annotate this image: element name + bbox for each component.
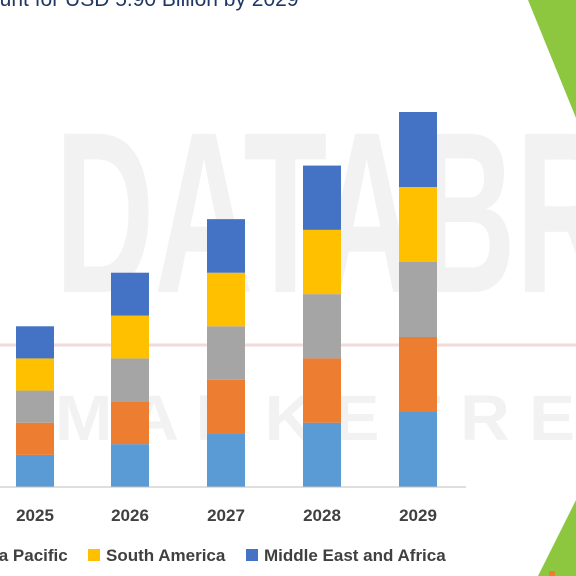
bar-segment-2029-s4	[399, 112, 437, 187]
legend-item-1: South America	[88, 546, 226, 565]
x-tick-labels: 2025 2026 2027 2028 2029	[16, 506, 437, 525]
chart-title: ount for USD 5.90 Billion by 2029	[0, 0, 299, 12]
bar-segment-2026-s0	[111, 444, 149, 487]
legend-label-0: ia Pacific	[0, 546, 68, 565]
bar-segment-2029-s0	[399, 412, 437, 487]
bar-segment-2025-s1	[16, 422, 54, 455]
bar-segment-2028-s2	[303, 294, 341, 359]
x-tick-2027: 2027	[207, 506, 245, 525]
green-accent-top	[528, 0, 576, 118]
legend-label-2: Middle East and Africa	[264, 546, 446, 565]
bar-segment-2026-s1	[111, 401, 149, 445]
bar-segment-2027-s2	[207, 326, 245, 380]
bar-segment-2027-s3	[207, 272, 245, 327]
legend-swatch-2	[246, 549, 258, 561]
bar-segment-2026-s4	[111, 272, 149, 316]
bar-segment-2027-s1	[207, 379, 245, 434]
bar-segment-2025-s4	[16, 326, 54, 359]
x-tick-2026: 2026	[111, 506, 149, 525]
bar-segment-2027-s0	[207, 433, 245, 487]
legend-label-1: South America	[106, 546, 226, 565]
watermark: DATABR M A R K E T R E	[0, 84, 576, 454]
bar-segment-2027-s4	[207, 219, 245, 273]
bar-segment-2025-s2	[16, 390, 54, 423]
legend-item-2: Middle East and Africa	[246, 546, 446, 565]
bar-segment-2026-s2	[111, 358, 149, 402]
bar-segment-2025-s0	[16, 454, 54, 487]
x-tick-2028: 2028	[303, 506, 341, 525]
green-accent-bottom	[538, 500, 576, 576]
x-tick-2029: 2029	[399, 506, 437, 525]
bar-segment-2029-s1	[399, 337, 437, 412]
x-tick-2025: 2025	[16, 506, 54, 525]
legend-swatch-1	[88, 549, 100, 561]
bars-layer	[16, 112, 437, 487]
orange-accent-mark	[549, 571, 555, 576]
bar-segment-2028-s4	[303, 165, 341, 230]
bar-segment-2028-s1	[303, 358, 341, 423]
bar-segment-2029-s3	[399, 187, 437, 262]
bar-segment-2026-s3	[111, 315, 149, 359]
bar-segment-2028-s0	[303, 422, 341, 487]
legend: ia Pacific South America Middle East and A…	[0, 546, 446, 565]
bar-segment-2029-s2	[399, 262, 437, 337]
bar-segment-2025-s3	[16, 358, 54, 391]
bar-segment-2028-s3	[303, 229, 341, 295]
legend-item-0: ia Pacific	[0, 546, 68, 565]
